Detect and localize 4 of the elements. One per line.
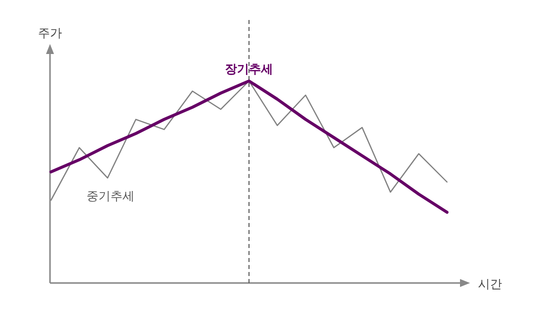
series-label: 중기추세 bbox=[86, 188, 135, 203]
series-label: 장기추세 bbox=[225, 62, 273, 76]
x-axis-title: 시간 bbox=[478, 277, 502, 291]
y-axis-title: 주가 bbox=[38, 26, 62, 40]
